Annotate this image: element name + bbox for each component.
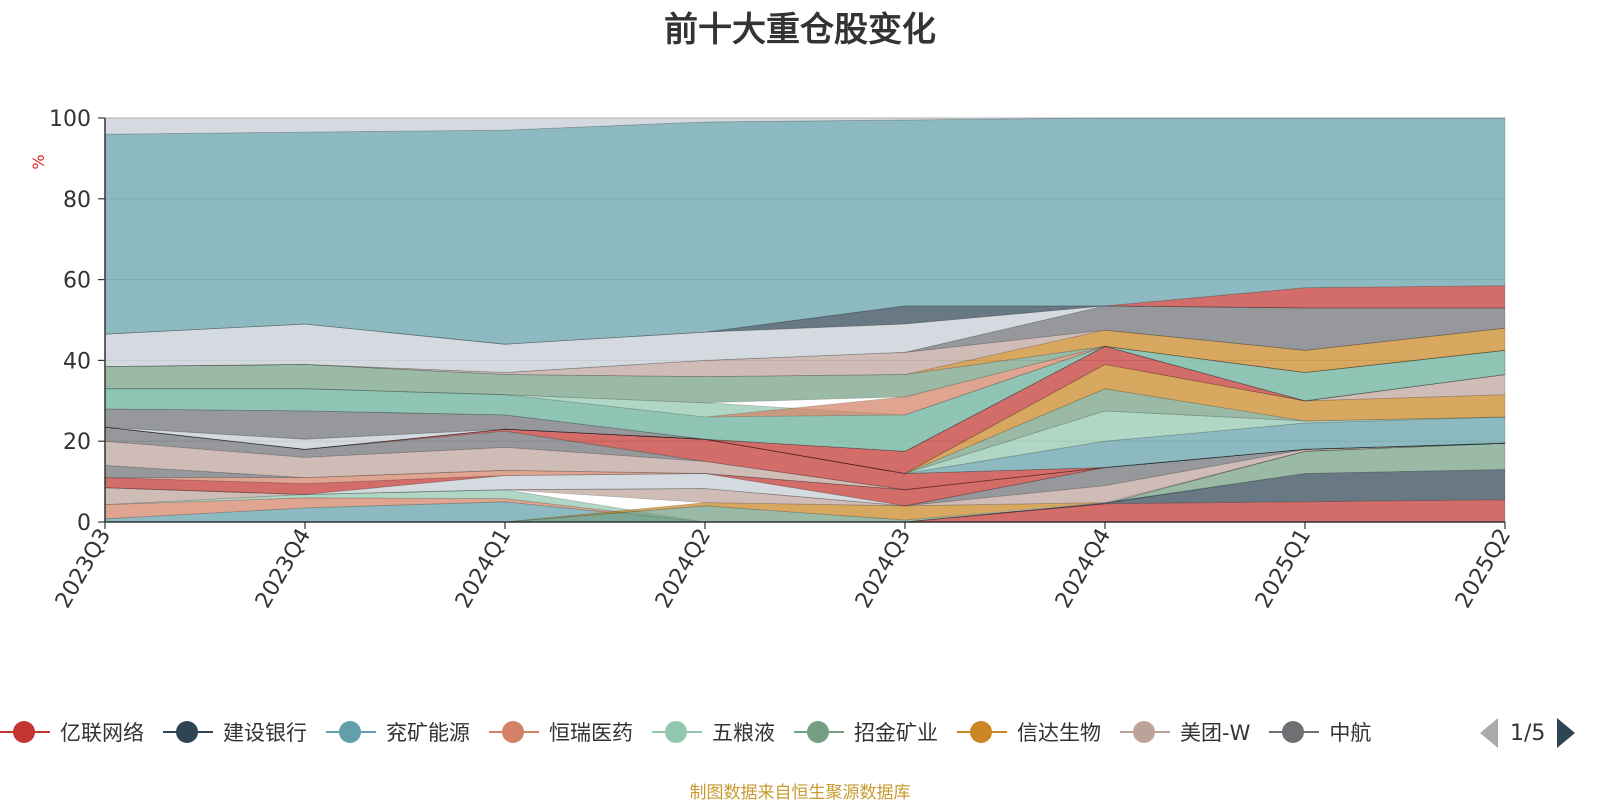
- legend-item[interactable]: 建设银行: [163, 717, 307, 747]
- next-page-icon[interactable]: [1557, 718, 1576, 748]
- legend-item[interactable]: 美团-W: [1120, 717, 1250, 747]
- legend-marker-icon: [326, 720, 376, 744]
- chart-title: 前十大重仓股变化: [664, 10, 936, 50]
- x-tick-label: 2023Q3: [51, 525, 116, 613]
- legend-marker-icon: [163, 720, 213, 744]
- legend-item[interactable]: 信达生物: [957, 717, 1101, 747]
- legend-page-indicator: 1/5: [1510, 720, 1546, 746]
- legend-item[interactable]: 五粮液: [652, 717, 775, 747]
- legend-marker-icon: [794, 720, 844, 744]
- legend-label: 美团-W: [1180, 721, 1251, 745]
- x-tick-label: 2024Q4: [1051, 525, 1116, 613]
- y-tick-label: 20: [63, 430, 91, 455]
- legend-label: 中航: [1329, 721, 1372, 745]
- y-tick-label: 40: [63, 349, 91, 374]
- legend-marker-icon: [1269, 720, 1320, 744]
- area-band-36[interactable]: [104, 117, 1505, 135]
- y-tick-label: 80: [63, 188, 91, 213]
- y-tick-label: 0: [77, 511, 91, 536]
- legend-marker-icon: [0, 720, 50, 744]
- legend-label: 信达生物: [1017, 721, 1101, 745]
- legend-label: 招金矿业: [854, 721, 938, 745]
- area-band-26[interactable]: [104, 345, 1506, 452]
- legend-item[interactable]: 兖矿能源: [326, 717, 470, 747]
- legend-marker-icon: [957, 720, 1007, 744]
- x-tick-label: 2024Q3: [851, 525, 916, 613]
- area-chart: 0 20 40 60 80 100 2023Q3 2023Q4 2024Q1 2024Q2 2024…: [29, 107, 1516, 613]
- x-tick-label: 2025Q2: [1451, 525, 1516, 613]
- y-tick-label: 100: [49, 107, 91, 132]
- stacked-areas: [104, 117, 1506, 523]
- legend-label: 兖矿能源: [386, 721, 470, 745]
- legend-label: 五粮液: [712, 721, 775, 745]
- x-tick-label: 2025Q1: [1251, 525, 1316, 613]
- legend-marker-icon: [489, 720, 539, 744]
- legend-marker-icon: [652, 720, 702, 744]
- legend-marker-icon: [1120, 720, 1170, 744]
- prev-page-icon[interactable]: [1480, 718, 1498, 748]
- legend: 亿联网络 建设银行 兖矿能源 恒瑞医药 五粮液 招金矿业 信达生物 美团-W 中航: [0, 712, 1600, 752]
- x-tick-label: 2024Q1: [451, 525, 516, 613]
- x-tick-label: 2023Q4: [251, 525, 316, 613]
- legend-item[interactable]: 招金矿业: [794, 717, 938, 747]
- y-axis-label: %: [29, 154, 48, 169]
- legend-items: 亿联网络 建设银行 兖矿能源 恒瑞医药 五粮液 招金矿业 信达生物 美团-W 中航: [0, 712, 1476, 752]
- x-tick-label: 2024Q2: [651, 525, 716, 613]
- legend-label: 建设银行: [223, 721, 307, 745]
- legend-item[interactable]: 恒瑞医药: [489, 717, 633, 747]
- legend-label: 亿联网络: [60, 721, 144, 745]
- legend-pager: 1/5: [1480, 718, 1576, 748]
- source-note: 制图数据来自恒生聚源数据库: [689, 783, 911, 803]
- legend-label: 恒瑞医药: [549, 721, 633, 745]
- area-band-31[interactable]: [104, 305, 1506, 373]
- legend-item[interactable]: 中航: [1269, 717, 1371, 747]
- legend-item[interactable]: 亿联网络: [0, 717, 144, 747]
- y-tick-label: 60: [63, 269, 91, 294]
